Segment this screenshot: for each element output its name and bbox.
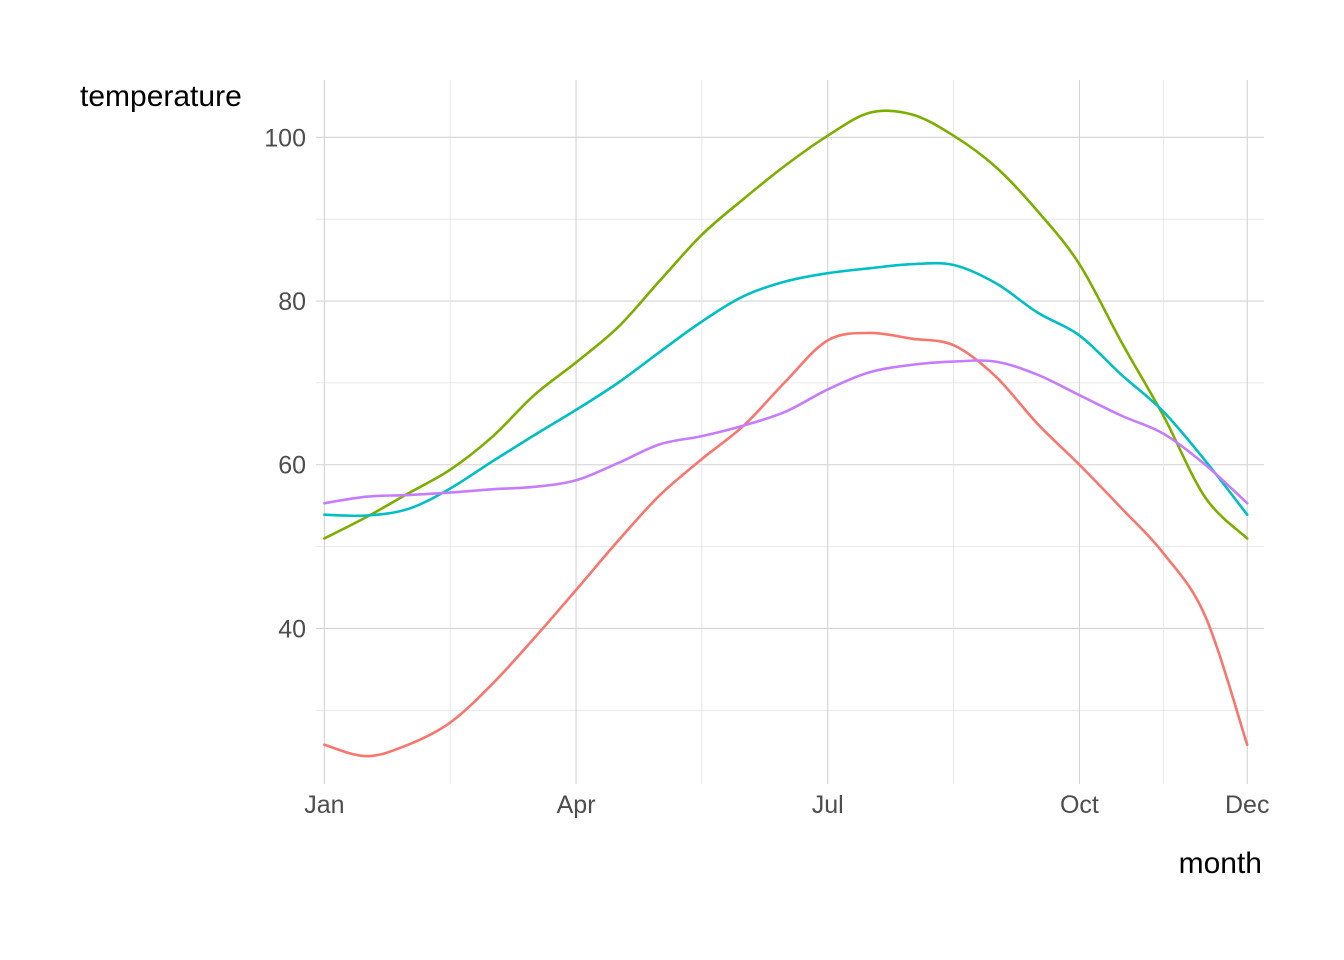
y-axis-title: temperature xyxy=(80,80,242,113)
series-line-2 xyxy=(323,109,1249,540)
series-line-4 xyxy=(323,359,1249,505)
x-tick-label: Dec xyxy=(1225,791,1269,819)
y-tick-label: 100 xyxy=(264,124,306,152)
series-line-3 xyxy=(323,261,1249,518)
x-tick-label: Oct xyxy=(1060,791,1099,819)
series-lines xyxy=(323,109,1249,758)
grid xyxy=(316,80,1264,784)
x-tick-label: Jul xyxy=(812,791,844,819)
series-line-1 xyxy=(323,331,1249,758)
y-tick-label: 60 xyxy=(278,452,306,480)
y-tick-label: 80 xyxy=(278,288,306,316)
x-axis-title: month xyxy=(1179,847,1262,880)
tick-labels: Jan Apr Jul Oct Dec 40 60 80 100 xyxy=(264,124,1269,819)
x-tick-label: Apr xyxy=(557,791,596,819)
x-tick-label: Jan xyxy=(304,791,344,819)
y-tick-label: 40 xyxy=(278,615,306,643)
